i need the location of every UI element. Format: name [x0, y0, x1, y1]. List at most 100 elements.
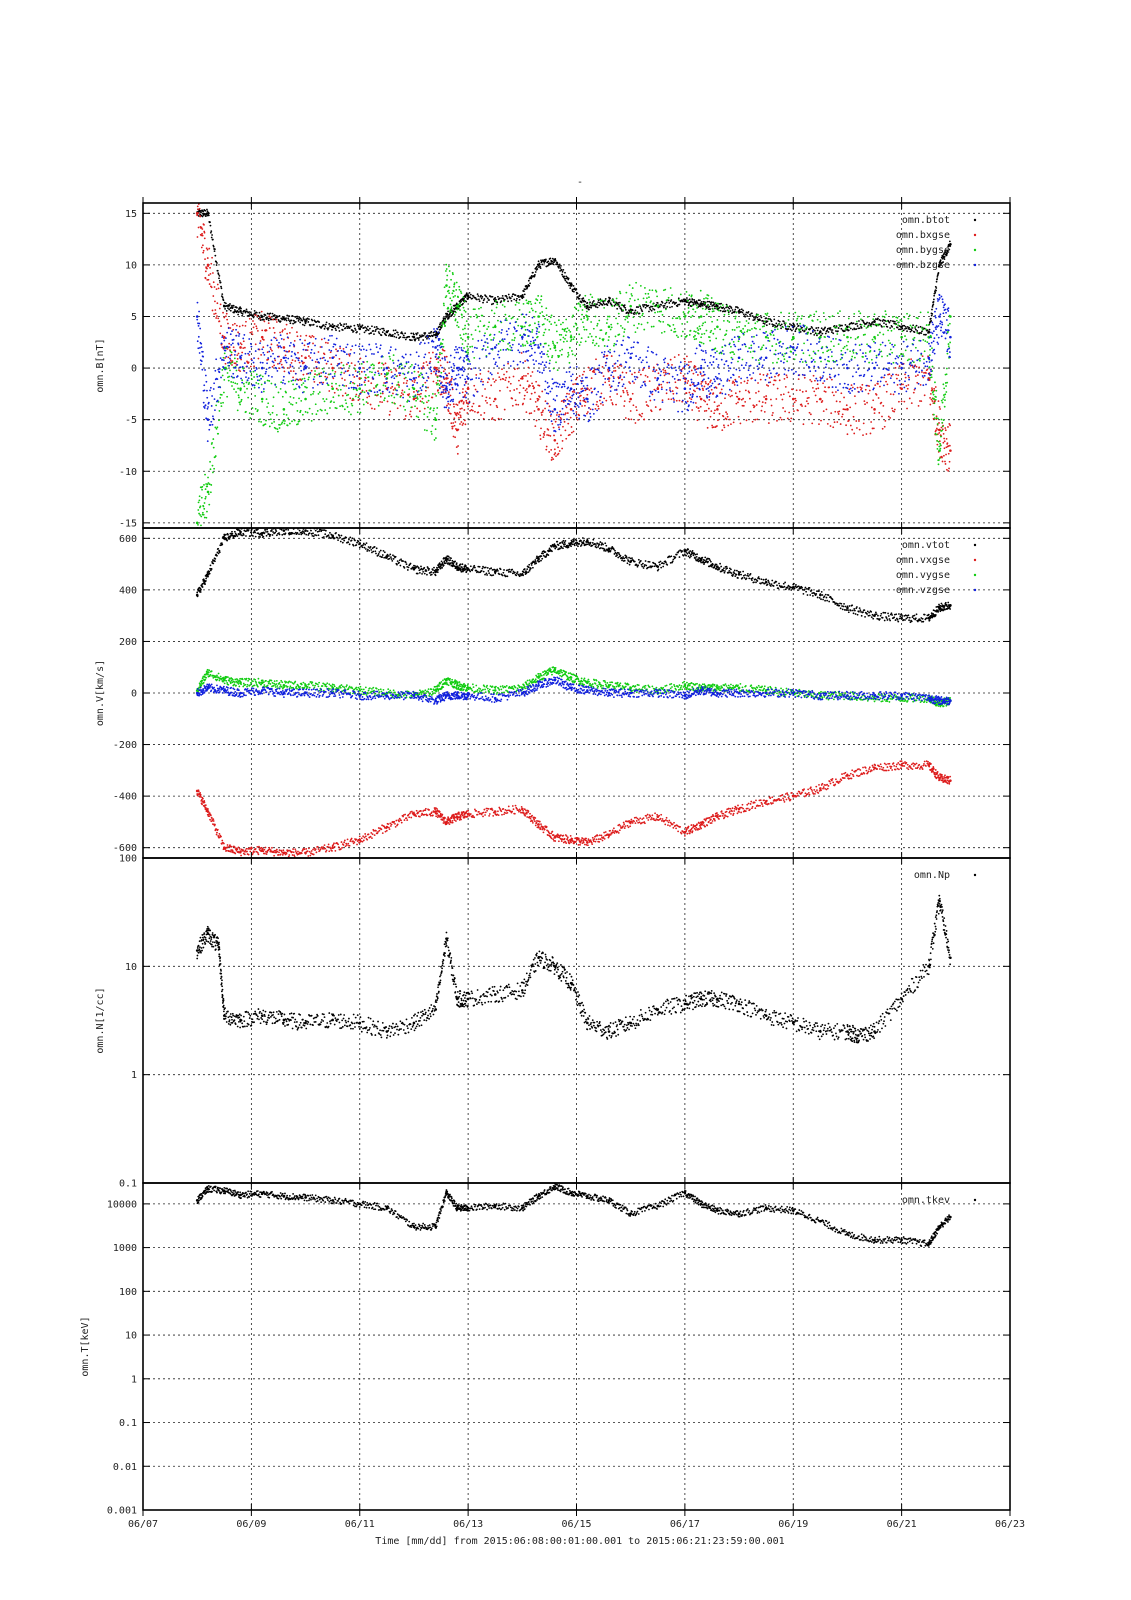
- data-point: [349, 397, 352, 400]
- data-point: [900, 335, 903, 339]
- data-point: [262, 351, 265, 354]
- data-point: [605, 322, 608, 324]
- data-point: [618, 301, 621, 304]
- data-point: [212, 415, 214, 418]
- data-point: [906, 359, 909, 362]
- data-point: [377, 370, 379, 373]
- data-point: [719, 391, 722, 394]
- data-point: [871, 321, 874, 324]
- y-tick-label: 10: [125, 260, 137, 271]
- data-point: [594, 407, 597, 410]
- data-point: [426, 364, 429, 366]
- data-point: [513, 339, 516, 342]
- data-point: [855, 328, 858, 330]
- data-point: [878, 348, 881, 351]
- data-point: [871, 338, 874, 341]
- data-point: [641, 314, 644, 317]
- data-point: [357, 396, 360, 399]
- data-point: [609, 395, 611, 398]
- data-point: [801, 390, 804, 393]
- data-point: [212, 281, 215, 284]
- data-point: [229, 350, 232, 353]
- data-point: [744, 400, 747, 403]
- data-point: [301, 319, 304, 322]
- data-point: [254, 343, 257, 346]
- data-point: [518, 379, 520, 382]
- data-point: [656, 311, 659, 313]
- data-point: [222, 299, 225, 302]
- data-point: [463, 309, 466, 312]
- data-point: [527, 300, 530, 303]
- data-point: [269, 413, 272, 416]
- data-point: [269, 312, 272, 315]
- data-point: [453, 283, 456, 286]
- data-point: [247, 361, 250, 364]
- data-point: [480, 414, 482, 416]
- data-point: [211, 309, 214, 312]
- data-point: [402, 405, 405, 408]
- data-point: [875, 354, 878, 357]
- data-point: [568, 361, 571, 364]
- data-point: [873, 412, 876, 415]
- data-point: [589, 293, 592, 296]
- data-point: [436, 368, 439, 371]
- data-point: [440, 385, 443, 388]
- data-point: [915, 324, 918, 327]
- data-point: [586, 393, 589, 396]
- data-point: [740, 308, 743, 311]
- data-point: [722, 338, 725, 341]
- data-point: [560, 269, 563, 272]
- data-point: [730, 390, 733, 392]
- data-point: [803, 376, 806, 379]
- data-point: [661, 314, 664, 316]
- data-point: [847, 340, 850, 343]
- data-point: [650, 410, 653, 413]
- data-point: [935, 389, 938, 392]
- data-point: [290, 355, 293, 358]
- data-point: [333, 325, 336, 327]
- data-point: [298, 361, 301, 364]
- data-point: [237, 387, 239, 390]
- data-point: [432, 351, 434, 354]
- data-point: [589, 301, 591, 304]
- data-point: [707, 294, 710, 297]
- data-point: [265, 398, 268, 401]
- data-point: [618, 290, 621, 293]
- data-point: [277, 345, 280, 348]
- data-point: [389, 358, 392, 360]
- data-point: [207, 401, 210, 404]
- data-point: [462, 333, 465, 336]
- data-point: [396, 365, 399, 367]
- data-point: [746, 382, 749, 385]
- data-point: [446, 274, 449, 277]
- data-point: [643, 418, 646, 421]
- data-point: [540, 298, 542, 301]
- data-point: [534, 310, 537, 313]
- data-point: [768, 340, 771, 342]
- data-point: [434, 416, 436, 419]
- data-point: [211, 423, 214, 426]
- data-point: [227, 362, 229, 364]
- data-point: [681, 367, 684, 370]
- data-point: [439, 328, 442, 331]
- data-point: [326, 382, 329, 385]
- data-point: [453, 411, 456, 414]
- data-point: [290, 361, 293, 364]
- data-point: [931, 400, 934, 402]
- data-point: [202, 355, 205, 358]
- data-point: [343, 323, 346, 326]
- data-point: [370, 382, 373, 385]
- data-point: [759, 328, 761, 331]
- data-point: [769, 333, 772, 336]
- data-point: [209, 273, 212, 275]
- data-point: [560, 434, 562, 437]
- data-point: [708, 336, 711, 338]
- data-point: [306, 386, 308, 389]
- data-point: [200, 496, 203, 499]
- data-point: [447, 391, 450, 394]
- data-point: [307, 372, 310, 375]
- data-point: [946, 442, 949, 445]
- data-point: [453, 314, 456, 316]
- data-point: [616, 307, 619, 310]
- data-point: [241, 365, 244, 368]
